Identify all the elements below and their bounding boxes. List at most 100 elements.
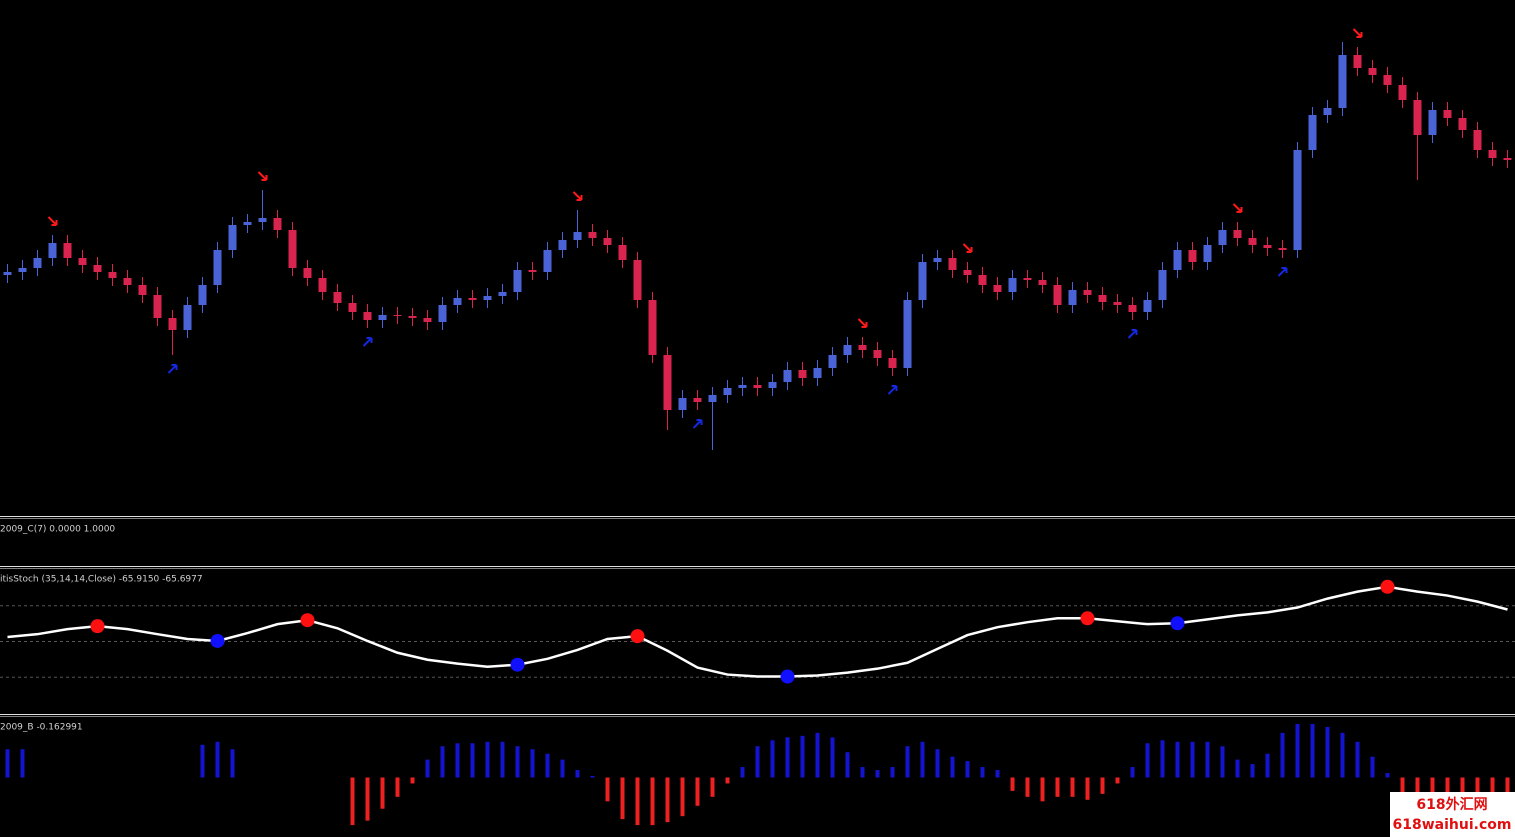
- candle-body: [723, 388, 732, 395]
- candle-body: [438, 305, 447, 322]
- sell-arrow: [962, 243, 973, 253]
- histogram-bar: [380, 777, 385, 809]
- watermark-name: 618外汇网: [1416, 796, 1487, 813]
- candle-body: [933, 258, 942, 262]
- histogram-bar: [1445, 777, 1450, 802]
- candle-body: [468, 298, 477, 300]
- sell-arrow: [572, 191, 583, 201]
- candle-body: [603, 238, 612, 245]
- histogram-bar: [500, 741, 505, 778]
- panel-label: 2009_B -0.162991: [0, 723, 83, 733]
- histogram-bar: [1070, 777, 1075, 797]
- histogram-bar: [650, 777, 655, 826]
- candle-body: [363, 312, 372, 320]
- sell-arrow: [1232, 203, 1243, 213]
- candle-body: [1353, 55, 1362, 68]
- sell-arrow: [857, 318, 868, 328]
- histogram-bar: [1100, 777, 1105, 794]
- candle-body: [903, 300, 912, 368]
- sell-arrow: [1352, 28, 1363, 38]
- trough-dot: [780, 669, 795, 684]
- peak-dot: [630, 629, 645, 644]
- candle-body: [1083, 290, 1092, 295]
- histogram-bar: [695, 777, 700, 806]
- histogram-bar: [920, 741, 925, 778]
- candle-body: [483, 296, 492, 300]
- candle-body: [138, 285, 147, 295]
- candle-body: [1038, 280, 1047, 285]
- candle-body: [378, 315, 387, 320]
- buy-arrow: [887, 385, 898, 395]
- candle-body: [153, 295, 162, 318]
- histogram-bar: [1160, 740, 1165, 778]
- histogram-bar: [470, 743, 475, 778]
- candle-body: [1473, 130, 1482, 150]
- candle-body: [588, 232, 597, 238]
- candle-body: [1293, 150, 1302, 250]
- sell-arrow: [257, 171, 268, 181]
- histogram-bar: [200, 744, 205, 778]
- histogram-bar: [1265, 753, 1270, 778]
- histogram-bar: [710, 777, 715, 797]
- candle-body: [1053, 285, 1062, 305]
- candle-body: [1218, 230, 1227, 245]
- histogram-bar: [410, 777, 415, 784]
- candle-body: [963, 270, 972, 275]
- histogram-bar: [845, 752, 850, 778]
- candle-body: [633, 260, 642, 300]
- candle-body: [78, 258, 87, 265]
- candle-body: [348, 303, 357, 312]
- histogram-bar: [1355, 741, 1360, 778]
- histogram-bar: [950, 756, 955, 778]
- histogram-bar: [785, 737, 790, 778]
- candle-body: [1098, 295, 1107, 302]
- histogram-bar: [1505, 777, 1510, 802]
- histogram-bar: [230, 749, 235, 778]
- histogram-bar: [860, 767, 865, 778]
- candle-body: [1203, 245, 1212, 262]
- candle-body: [573, 232, 582, 240]
- histogram-bar: [575, 770, 580, 778]
- candle-body: [1428, 110, 1437, 135]
- candle-body: [828, 355, 837, 368]
- histogram-bar: [815, 732, 820, 778]
- candle-body: [198, 285, 207, 305]
- candle-body: [693, 398, 702, 402]
- candle-body: [1458, 118, 1467, 130]
- plot-layer: 2009_C(7) 0.0000 1.0000 itisStoch (35,14,…: [0, 28, 1515, 826]
- candle-body: [333, 292, 342, 303]
- candle-body: [843, 345, 852, 355]
- watermark-box: [1390, 792, 1515, 837]
- candle-body: [1488, 150, 1497, 158]
- candle-body: [183, 305, 192, 330]
- candle-body: [663, 355, 672, 410]
- histogram-bar: [995, 770, 1000, 778]
- histogram-bar: [350, 777, 355, 826]
- panel-label: 2009_C(7) 0.0000 1.0000: [0, 525, 115, 535]
- histogram-bar: [1010, 777, 1015, 791]
- buy-arrow: [362, 337, 373, 347]
- histogram-bar: [830, 737, 835, 778]
- histogram-bar: [1205, 741, 1210, 778]
- histogram-bar: [455, 743, 460, 778]
- histogram-bar: [1415, 777, 1420, 802]
- histogram-bar: [1490, 777, 1495, 802]
- candle-body: [1173, 250, 1182, 270]
- candle-body: [1503, 158, 1512, 160]
- histogram-bar: [1115, 777, 1120, 784]
- candle-body: [1008, 278, 1017, 292]
- histogram-bar: [1370, 756, 1375, 778]
- histogram-bar: [530, 749, 535, 778]
- histogram-bar: [395, 777, 400, 797]
- histogram-bar: [1430, 777, 1435, 802]
- sell-arrow: [47, 216, 58, 226]
- candle-body: [798, 370, 807, 378]
- histogram-bar: [890, 767, 895, 778]
- candle-body: [273, 218, 282, 230]
- candle-body: [393, 315, 402, 316]
- candle-body: [1113, 302, 1122, 305]
- candle-body: [813, 368, 822, 378]
- buy-arrow: [692, 419, 703, 429]
- candle-body: [213, 250, 222, 285]
